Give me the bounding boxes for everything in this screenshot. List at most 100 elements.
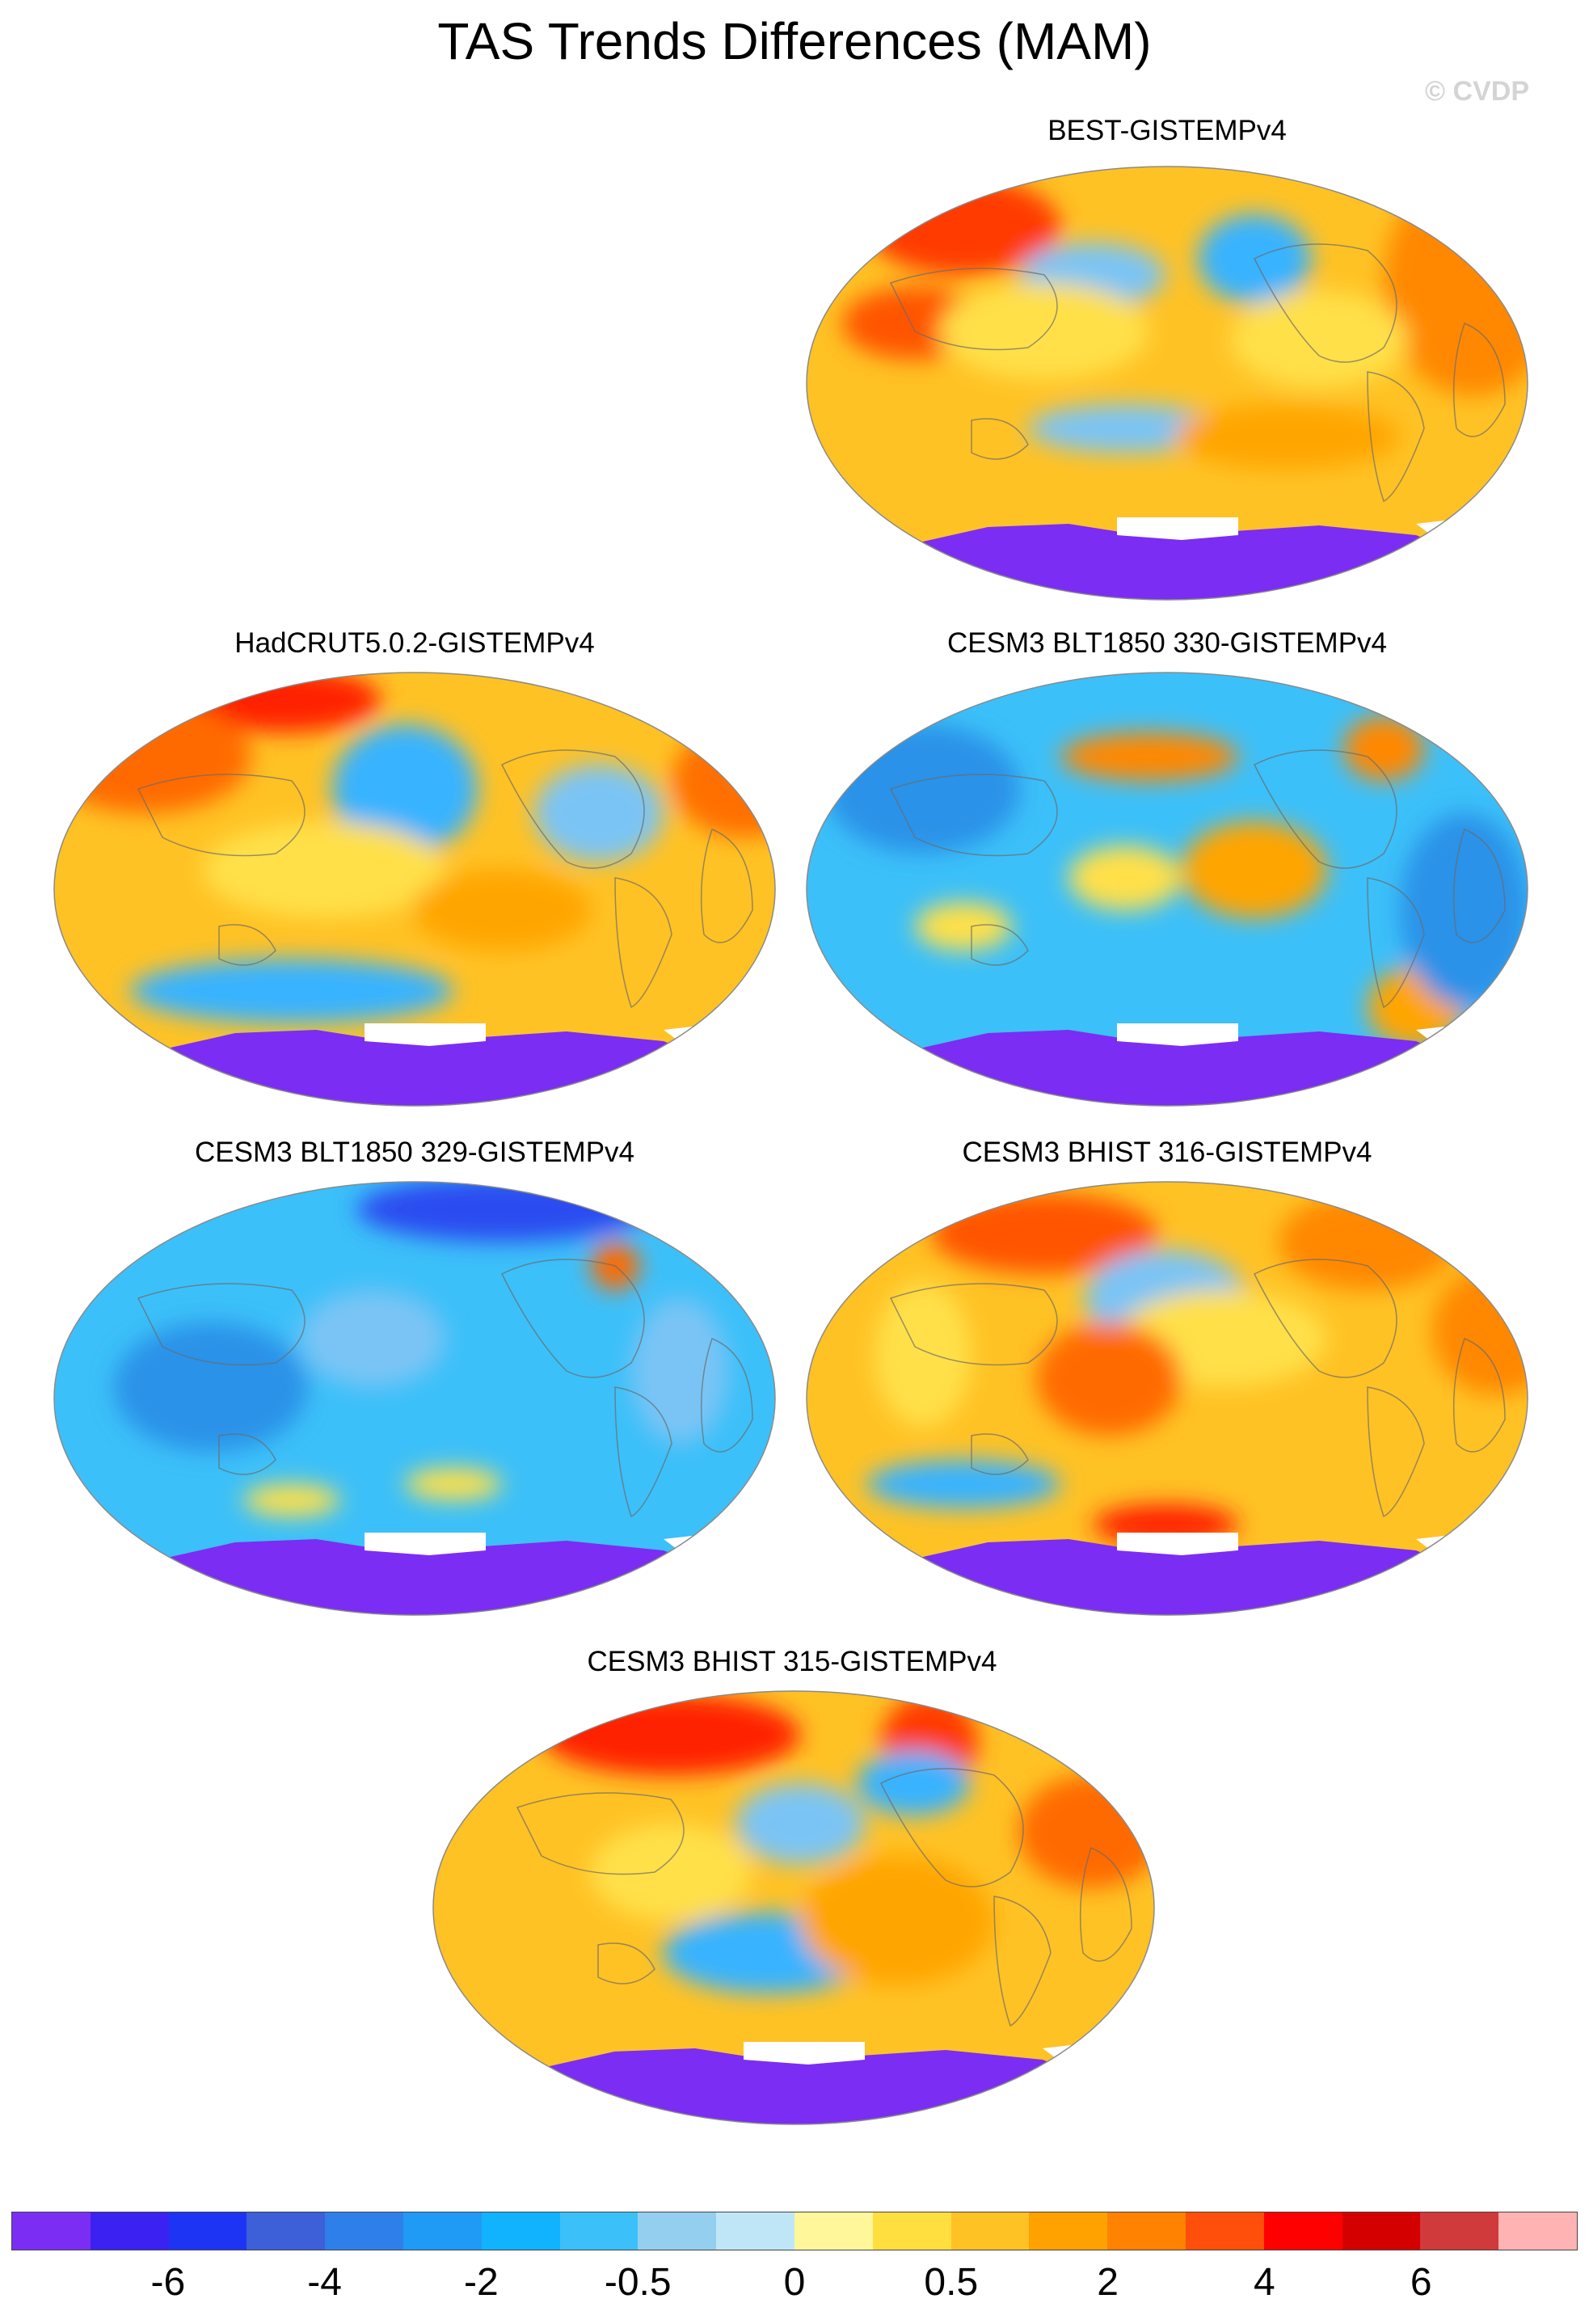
cvdp-watermark: © CVDP [1425,76,1529,107]
field-anomaly-blob [915,902,1012,951]
field-anomaly-blob [1018,1775,1154,1888]
map-globe-outline [806,672,1528,1107]
field-anomaly-blob [1343,716,1424,781]
coastline [597,1942,655,1984]
coastline [1367,877,1425,1009]
field-anomaly-blob [866,1460,1060,1508]
colorbar-segment [1263,2212,1342,2250]
colorbar-tick-label: 4 [1254,2261,1275,2304]
field-anomaly-blob [405,1468,502,1500]
field-anomaly-blob [857,1751,970,1816]
map-globe-outline [53,672,776,1107]
coastline [1452,829,1506,943]
colorbar-tick-label: 6 [1410,2261,1432,2304]
colorbar-segment [1420,2212,1499,2250]
colorbar-segment [1029,2212,1108,2250]
panel-label-2: HadCRUT5.0.2-GISTEMPv4 [234,627,595,659]
colorbar-segment [168,2212,247,2250]
field-anomaly-blob [1174,404,1400,469]
coastline [993,1896,1052,2027]
colorbar-segment [247,2212,326,2250]
coastline [1367,1386,1425,1518]
map-panel-5 [806,1181,1528,1616]
field-anomaly-blob [114,1322,308,1452]
colorbar-segment [1185,2212,1264,2250]
field-anomaly-blob [243,1484,340,1516]
field-anomaly-blob [826,724,1020,854]
coastline [500,1259,645,1378]
coastline [1079,1847,1132,1962]
field-anomaly-blob [875,1282,972,1428]
figure-title: TAS Trends Differences (MAM) [437,12,1152,70]
panel-label-6: CESM3 BHIST 315-GISTEMPv4 [587,1646,997,1677]
field-anomaly-blob [332,724,478,854]
colorbar-tick-label: -0.5 [604,2261,672,2304]
missing-data-patch [1117,1023,1238,1046]
panel-label-5: CESM3 BHIST 316-GISTEMPv4 [962,1137,1372,1168]
map-globe-outline [432,1690,1155,2125]
coastline [700,829,753,943]
coastline [614,1386,672,1518]
colorbar-segment [716,2212,794,2250]
colorbar-tick-label: -6 [150,2261,186,2304]
colorbar-tick-label: 2 [1097,2261,1119,2304]
field-anomaly-blob [939,283,1149,380]
panel-label-4: CESM3 BLT1850 329-GISTEMPv4 [194,1137,635,1168]
map-panel-2 [53,672,776,1107]
field-anomaly-blob [1432,1266,1528,1395]
colorbar-tick-label: 0 [783,2261,806,2304]
coastline [137,774,306,857]
field-anomaly-blob [800,1856,994,1985]
panel-label-3: CESM3 BLT1850 330-GISTEMPv4 [946,627,1388,659]
field-anomaly-blob [590,1824,752,1921]
colorbar-segment [1342,2212,1421,2250]
coastline [137,1283,306,1366]
coastline [516,1792,685,1875]
field-anomaly-blob [130,959,453,1023]
field-anomaly-blob [413,870,591,951]
missing-data-patch [365,1023,486,1046]
colorbar [11,2212,1578,2250]
map-panel-3 [806,672,1528,1107]
field-anomaly-blob [54,700,251,813]
colorbar-segment [325,2212,403,2250]
field-anomaly-blob [1060,732,1238,781]
coastline [700,1338,753,1453]
coastline [1253,1259,1397,1378]
map-globe-outline [806,1181,1528,1616]
map-panel-6 [432,1690,1155,2125]
field-anomaly-blob [534,765,664,862]
colorbar-segment [950,2212,1030,2250]
map-panel-1 [806,166,1528,601]
colorbar-segment [403,2212,482,2250]
field-anomaly-blob [631,1298,728,1444]
missing-data-patch [365,1533,486,1555]
field-anomaly-blob [1036,1322,1182,1436]
coastline [889,1283,1058,1366]
field-anomaly-blob [1230,291,1408,388]
missing-data-patch [1117,1533,1238,1555]
field-anomaly-blob [1028,404,1222,453]
map-globe-outline [53,1181,776,1616]
colorbar-tick-labels: -6 -4 -2 -0.5 0 0.5 2 4 6 [11,2260,1578,2309]
field-anomaly-blob [1400,813,1528,1007]
coastline [1452,323,1506,437]
coastline [218,924,276,966]
coastline [1253,243,1397,363]
panel-label-1: BEST-GISTEMPv4 [1047,115,1287,146]
field-anomaly-blob [203,821,445,918]
field-anomaly-blob [300,1290,445,1387]
colorbar-segment [794,2212,873,2250]
missing-data-patch [744,2042,865,2065]
coastline [614,877,672,1009]
colorbar-segment [1498,2212,1577,2250]
map-panel-4 [53,1181,776,1616]
coastline [1253,749,1397,869]
missing-data-patch [1117,517,1238,540]
colorbar-segment [638,2212,717,2250]
coastline [971,418,1029,460]
field-anomaly-blob [1279,1193,1456,1290]
coastline [971,1433,1029,1475]
coastline [500,749,645,869]
colorbar-tick-label: 0.5 [924,2261,979,2304]
